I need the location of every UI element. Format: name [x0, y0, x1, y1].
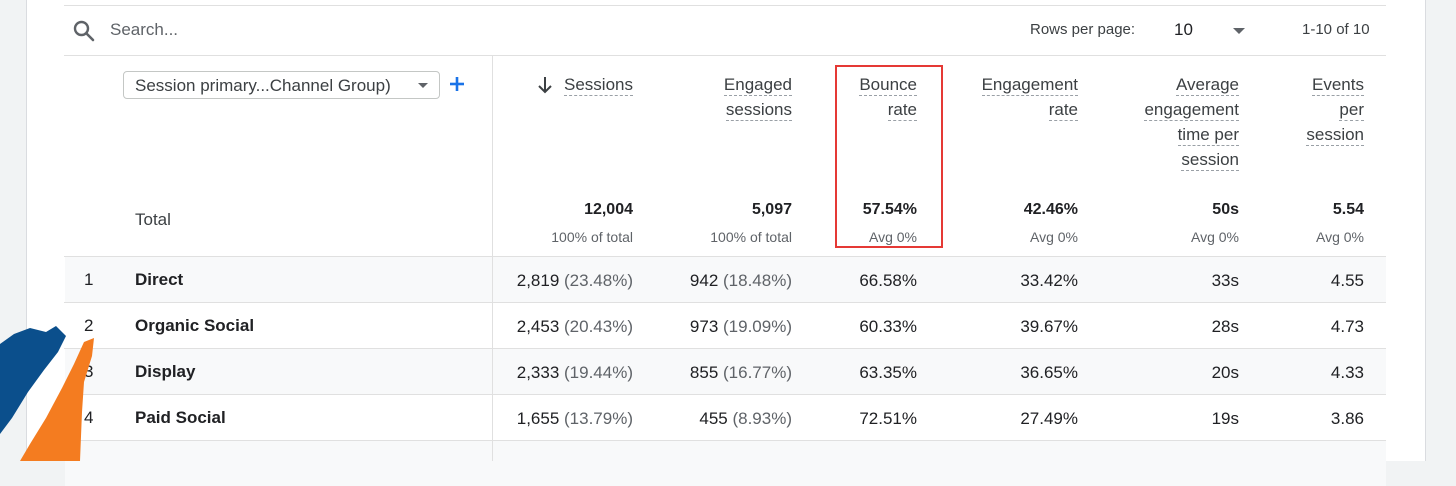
total-engaged-sessions: 5,097 — [751, 201, 792, 218]
cell-bounce-rate: 60.33% — [859, 317, 917, 336]
cell-bounce-rate: 72.51% — [859, 409, 917, 428]
row-index: 4 — [84, 408, 94, 427]
cell-engagement-rate: 33.42% — [1020, 271, 1078, 290]
total-engaged-sessions-share: 100% of total — [710, 229, 792, 245]
total-sessions: 12,004 — [584, 201, 633, 218]
row-index: 2 — [84, 316, 94, 335]
column-header-bounce-rate[interactable]: Bounce rate — [859, 75, 917, 121]
row-background — [65, 441, 1386, 486]
cell-events-per-session: 4.73 — [1330, 317, 1364, 336]
cell-average-engagement-time: 20s — [1211, 363, 1239, 382]
cell-average-engagement-time: 33s — [1211, 271, 1239, 290]
column-header-average-engagement-time[interactable]: Average engagement time per session — [1144, 75, 1239, 171]
cell-sessions: 1,655 (13.79%) — [516, 409, 633, 428]
cell-engagement-rate: 36.65% — [1020, 363, 1078, 382]
caret-down-icon[interactable] — [1233, 28, 1245, 34]
total-events-per-session-avg: Avg 0% — [1316, 229, 1364, 245]
total-bounce-rate-avg: Avg 0% — [869, 229, 917, 245]
cell-sessions: 2,453 (20.43%) — [516, 317, 633, 336]
total-bounce-rate: 57.54% — [862, 201, 917, 218]
column-divider — [492, 55, 493, 461]
divider — [64, 440, 1386, 441]
cell-average-engagement-time: 19s — [1211, 409, 1239, 428]
row-index: 3 — [84, 362, 94, 381]
cell-engagement-rate: 27.49% — [1020, 409, 1078, 428]
rows-per-page-label: Rows per page: — [1030, 21, 1136, 38]
cell-events-per-session: 4.33 — [1330, 363, 1364, 382]
total-average-engagement-time: 50s — [1212, 201, 1239, 218]
cell-sessions: 2,333 (19.44%) — [516, 363, 633, 382]
dimension-select-label: Session primary...Channel Group) — [135, 76, 391, 95]
column-header-engaged-sessions[interactable]: Engaged sessions — [723, 75, 792, 121]
divider — [64, 394, 1386, 395]
rows-per-page-select[interactable]: 10 — [1174, 20, 1193, 39]
divider — [64, 302, 1386, 303]
channel-name: Organic Social — [135, 316, 255, 335]
cell-engagement-rate: 39.67% — [1020, 317, 1078, 336]
caret-down-icon — [418, 83, 428, 88]
total-engagement-rate-avg: Avg 0% — [1030, 229, 1078, 245]
cell-events-per-session: 4.55 — [1330, 271, 1364, 290]
cell-bounce-rate: 63.35% — [859, 363, 917, 382]
column-header-sessions[interactable]: Sessions — [564, 75, 633, 96]
channel-name: Paid Social — [135, 408, 226, 427]
search-icon[interactable] — [72, 19, 96, 43]
brand-logo-icon — [0, 326, 94, 461]
divider — [64, 256, 1386, 257]
cell-engaged-sessions: 973 (19.09%) — [689, 317, 792, 336]
column-header-events-per-session[interactable]: Events per session — [1306, 75, 1364, 146]
arrow-down-icon[interactable] — [537, 76, 553, 94]
cell-sessions: 2,819 (23.48%) — [516, 271, 633, 290]
divider — [64, 348, 1386, 349]
plus-icon[interactable] — [448, 75, 466, 93]
total-engagement-rate: 42.46% — [1023, 201, 1078, 218]
divider — [64, 5, 1386, 6]
cell-events-per-session: 3.86 — [1330, 409, 1364, 428]
total-events-per-session: 5.54 — [1332, 201, 1364, 218]
cell-average-engagement-time: 28s — [1211, 317, 1239, 336]
divider — [64, 55, 1386, 56]
cell-engaged-sessions: 455 (8.93%) — [699, 409, 792, 428]
total-average-engagement-time-avg: Avg 0% — [1191, 229, 1239, 245]
bounce-rate-highlight-box — [835, 65, 943, 248]
cell-engaged-sessions: 855 (16.77%) — [689, 363, 792, 382]
column-header-engagement-rate[interactable]: Engagement rate — [981, 75, 1078, 121]
row-background — [65, 349, 1386, 394]
total-sessions-share: 100% of total — [551, 229, 633, 245]
channel-name: Direct — [135, 270, 184, 289]
row-index: 1 — [84, 270, 94, 289]
search-input[interactable]: Search... — [110, 20, 179, 39]
dimension-select[interactable]: Session primary...Channel Group) — [123, 71, 440, 99]
row-background — [65, 257, 1386, 302]
pagination-range: 1-10 of 10 — [1302, 21, 1370, 38]
cell-engaged-sessions: 942 (18.48%) — [689, 271, 792, 290]
channel-name: Display — [135, 362, 196, 381]
cell-bounce-rate: 66.58% — [859, 271, 917, 290]
total-label: Total — [135, 210, 171, 229]
